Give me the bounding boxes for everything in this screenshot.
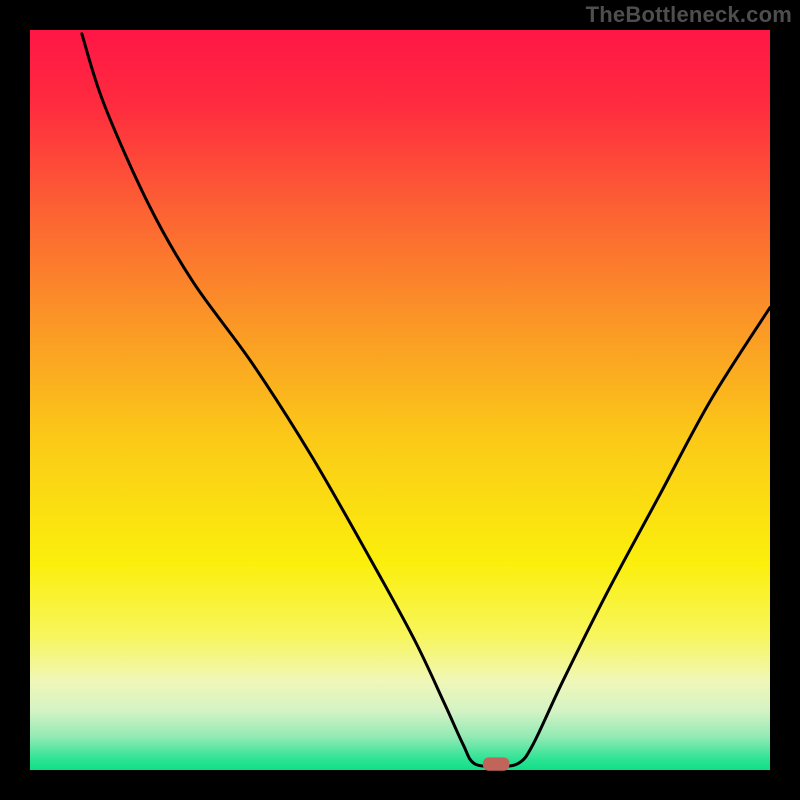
watermark-text: TheBottleneck.com bbox=[586, 2, 792, 28]
optimal-marker bbox=[483, 757, 510, 770]
chart-container: TheBottleneck.com bbox=[0, 0, 800, 800]
gradient-background bbox=[30, 30, 770, 770]
chart-svg bbox=[0, 0, 800, 800]
